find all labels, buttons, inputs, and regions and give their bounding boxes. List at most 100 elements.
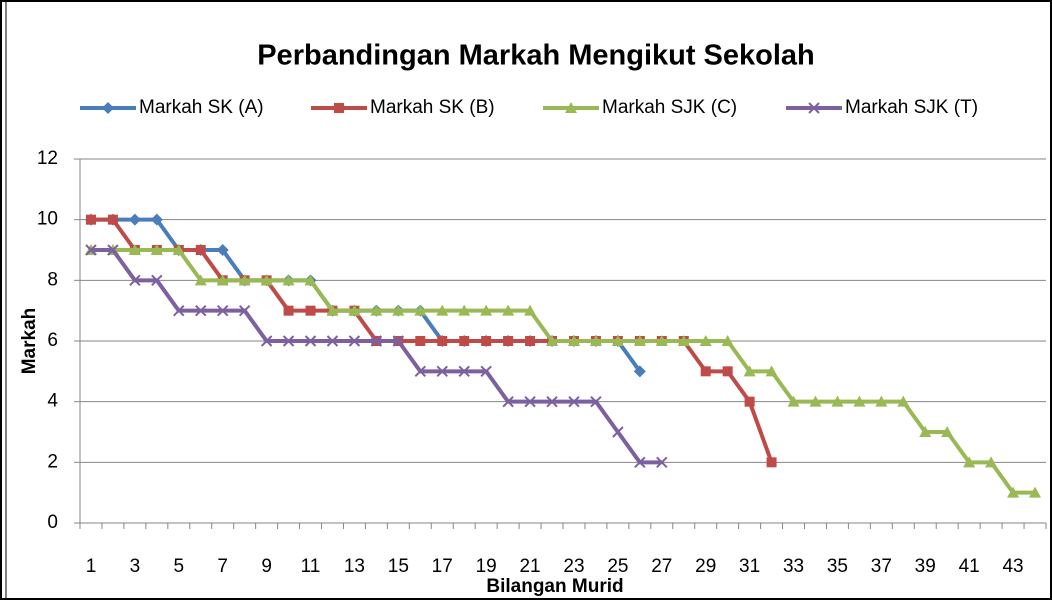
x-axis-title: Bilangan Murid — [486, 576, 623, 597]
marker — [875, 395, 888, 407]
marker — [656, 456, 668, 469]
x-tick-label: 39 — [915, 556, 936, 577]
marker — [370, 304, 383, 316]
marker — [744, 396, 755, 407]
marker — [348, 335, 361, 347]
marker — [348, 304, 361, 316]
marker — [326, 304, 339, 316]
marker — [611, 335, 624, 346]
marker — [589, 335, 602, 346]
marker — [458, 365, 470, 378]
marker — [787, 395, 800, 407]
marker — [502, 395, 514, 408]
marker — [370, 335, 383, 347]
marker — [459, 336, 470, 346]
x-tick-label: 35 — [827, 556, 848, 577]
marker — [941, 426, 954, 437]
marker — [283, 305, 294, 316]
marker — [216, 304, 229, 317]
marker — [282, 335, 295, 347]
y-tick-label: 2 — [47, 451, 58, 472]
marker — [1029, 486, 1042, 498]
marker — [85, 214, 96, 225]
x-tick-label: 43 — [1002, 556, 1023, 577]
marker — [107, 244, 119, 256]
marker — [1007, 486, 1020, 498]
marker — [853, 395, 866, 407]
y-tick-label: 10 — [37, 209, 58, 230]
marker — [304, 335, 317, 347]
marker — [392, 304, 405, 316]
marker — [260, 274, 273, 286]
x-tick-label: 25 — [607, 556, 628, 577]
marker — [567, 335, 580, 346]
y-tick-label: 0 — [47, 512, 58, 533]
x-tick-label: 29 — [695, 556, 716, 577]
marker — [985, 456, 998, 468]
x-tick-label: 13 — [344, 556, 365, 577]
marker — [128, 244, 141, 255]
y-tick-label: 6 — [47, 330, 58, 351]
marker — [633, 365, 646, 378]
marker — [173, 304, 185, 317]
marker — [809, 395, 822, 407]
marker — [415, 336, 426, 346]
marker — [677, 335, 690, 346]
marker — [151, 274, 163, 287]
marker — [919, 426, 932, 437]
marker — [414, 304, 427, 316]
marker — [437, 336, 448, 346]
x-tick-label: 15 — [388, 556, 409, 577]
marker — [808, 102, 820, 114]
marker — [503, 336, 514, 346]
marker — [481, 336, 492, 346]
x-tick-label: 7 — [217, 556, 228, 577]
marker — [458, 304, 471, 316]
marker — [238, 274, 251, 286]
marker — [326, 335, 339, 347]
x-tick-label: 31 — [739, 556, 760, 577]
marker — [194, 274, 207, 286]
marker — [524, 304, 537, 316]
x-tick-label: 41 — [959, 556, 980, 577]
marker — [633, 335, 646, 346]
marker — [480, 365, 492, 378]
x-tick-label: 19 — [476, 556, 497, 577]
x-tick-label: 17 — [432, 556, 453, 577]
marker — [128, 213, 141, 226]
marker — [392, 335, 405, 347]
y-tick-label: 4 — [47, 391, 58, 412]
marker — [195, 245, 206, 255]
marker — [897, 395, 910, 407]
marker — [260, 335, 273, 347]
marker — [172, 244, 185, 255]
marker — [238, 304, 251, 317]
marker — [195, 304, 207, 317]
x-tick-label: 11 — [301, 556, 321, 577]
marker — [655, 335, 668, 346]
y-axis-title: Markah — [19, 308, 40, 375]
x-tick-label: 21 — [519, 556, 540, 577]
marker — [634, 456, 646, 469]
marker — [743, 365, 756, 377]
marker — [831, 395, 844, 407]
y-tick-label: 12 — [37, 148, 58, 169]
marker — [612, 426, 624, 438]
marker — [765, 365, 778, 377]
marker — [568, 395, 580, 408]
legend-label: Markah SK (B) — [370, 97, 495, 118]
marker — [766, 457, 777, 468]
series-line — [90, 248, 1036, 495]
marker — [129, 274, 141, 287]
x-tick-label: 9 — [261, 556, 272, 577]
marker — [565, 102, 577, 113]
marker — [436, 365, 448, 378]
chart-title: Perbandingan Markah Mengikut Sekolah — [257, 40, 815, 72]
marker — [963, 456, 976, 468]
x-tick-label: 23 — [563, 556, 584, 577]
marker — [304, 274, 317, 286]
marker — [216, 244, 229, 256]
marker — [334, 103, 344, 113]
marker — [305, 305, 316, 316]
